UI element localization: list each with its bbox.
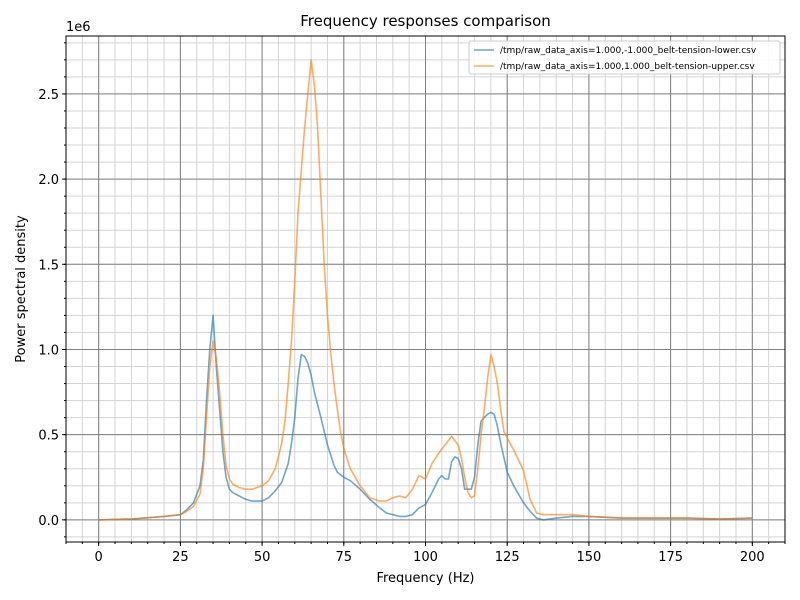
legend: /tmp/raw_data_axis=1.000,-1.000_belt-ten…: [468, 40, 781, 75]
y-tick-label: 1.5: [38, 258, 59, 273]
y-tick-label: 2.0: [38, 173, 59, 188]
x-tick-label: 25: [172, 550, 189, 565]
legend-box: [468, 40, 781, 75]
legend-label-2: /tmp/raw_data_axis=1.000,1.000_belt-tens…: [500, 62, 755, 72]
x-axis-ticks: 0 25 50 75 100 125 150 175 200: [65, 542, 786, 565]
legend-label-1: /tmp/raw_data_axis=1.000,-1.000_belt-ten…: [500, 46, 757, 56]
series-layer: [98, 59, 753, 521]
x-tick-label: 125: [495, 550, 520, 565]
x-tick-label: 75: [336, 550, 353, 565]
series-line-2: [98, 59, 753, 521]
y-axis-label: Power spectral density: [14, 215, 29, 363]
chart-title: Frequency responses comparison: [300, 12, 551, 30]
y-tick-label: 0.0: [38, 514, 59, 529]
x-tick-label: 50: [254, 550, 271, 565]
x-tick-label: 100: [413, 550, 438, 565]
series-line-1: [98, 314, 753, 521]
y-tick-label: 1.0: [38, 343, 59, 358]
major-grid: [66, 36, 785, 542]
x-axis-label: Frequency (Hz): [376, 571, 474, 586]
x-tick-label: 175: [658, 550, 683, 565]
x-tick-label: 200: [740, 550, 765, 565]
y-axis-offset-label: 1e6: [66, 20, 91, 35]
x-tick-label: 150: [576, 550, 601, 565]
y-axis-ticks: 0.0 0.5 1.0 1.5 2.0 2.5: [38, 42, 66, 538]
y-tick-label: 0.5: [38, 429, 59, 444]
y-tick-label: 2.5: [38, 88, 59, 103]
x-tick-label: 0: [95, 550, 103, 565]
